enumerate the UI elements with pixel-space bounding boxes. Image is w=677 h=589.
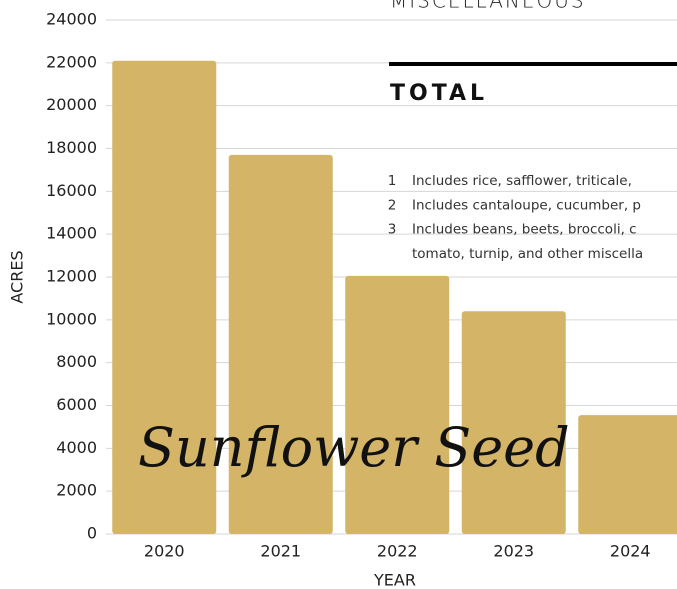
footnote-text: tomato, turnip, and other miscella xyxy=(412,246,643,262)
overlay-title: Sunflower Seed xyxy=(138,416,570,479)
y-tick-label: 12000 xyxy=(46,267,97,286)
y-tick-label: 4000 xyxy=(56,438,97,457)
bar xyxy=(345,275,450,534)
y-tick-label: 6000 xyxy=(56,395,97,414)
y-tick-label: 18000 xyxy=(46,138,97,157)
footnote-number: 1 xyxy=(388,173,397,189)
x-tick-label: 2021 xyxy=(260,542,301,561)
x-tick-label: 2024 xyxy=(610,542,651,561)
bar xyxy=(112,60,217,535)
y-tick-label: 22000 xyxy=(46,52,97,71)
footnote-text: Includes beans, beets, broccoli, c xyxy=(412,222,637,238)
y-tick-label: 0 xyxy=(87,524,97,543)
y-tick-label: 24000 xyxy=(46,10,97,29)
footnote-text: Includes cantaloupe, cucumber, p xyxy=(412,197,641,213)
bar xyxy=(578,415,677,534)
divider xyxy=(389,62,677,66)
footnote-number: 2 xyxy=(388,197,397,213)
y-tick-label: 14000 xyxy=(46,224,97,243)
footnote-number: 3 xyxy=(388,222,397,238)
y-tick-label: 2000 xyxy=(56,481,97,500)
y-tick-label: 10000 xyxy=(46,309,97,328)
y-tick-label: 8000 xyxy=(56,352,97,371)
y-tick-label: 20000 xyxy=(46,95,97,114)
heading-top: MISCELLANEOUS xyxy=(390,0,586,13)
heading: TOTAL xyxy=(390,81,488,106)
x-axis-label: YEAR xyxy=(373,571,416,589)
x-tick-label: 2022 xyxy=(377,542,418,561)
bar xyxy=(461,311,566,534)
y-axis-label: ACRES xyxy=(8,250,27,303)
bar xyxy=(228,154,333,535)
x-tick-label: 2020 xyxy=(144,542,185,561)
x-tick-label: 2023 xyxy=(493,542,534,561)
footnote-text: Includes rice, safflower, triticale, xyxy=(412,173,632,189)
y-tick-label: 16000 xyxy=(46,181,97,200)
